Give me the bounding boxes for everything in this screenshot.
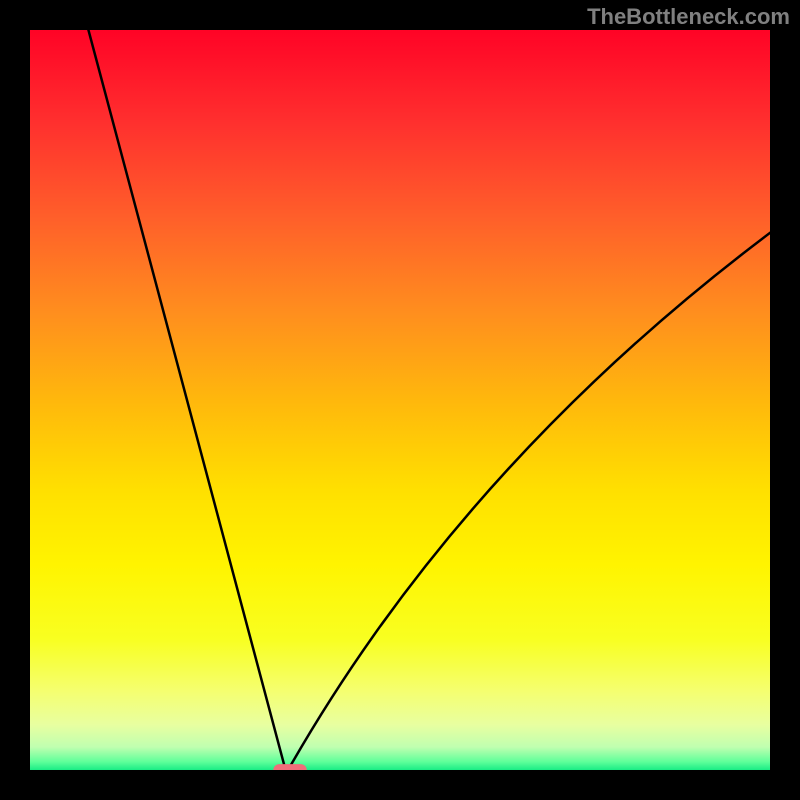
chart-svg [0, 0, 800, 800]
chart-background [30, 30, 773, 773]
chart-container: TheBottleneck.com [0, 0, 800, 800]
